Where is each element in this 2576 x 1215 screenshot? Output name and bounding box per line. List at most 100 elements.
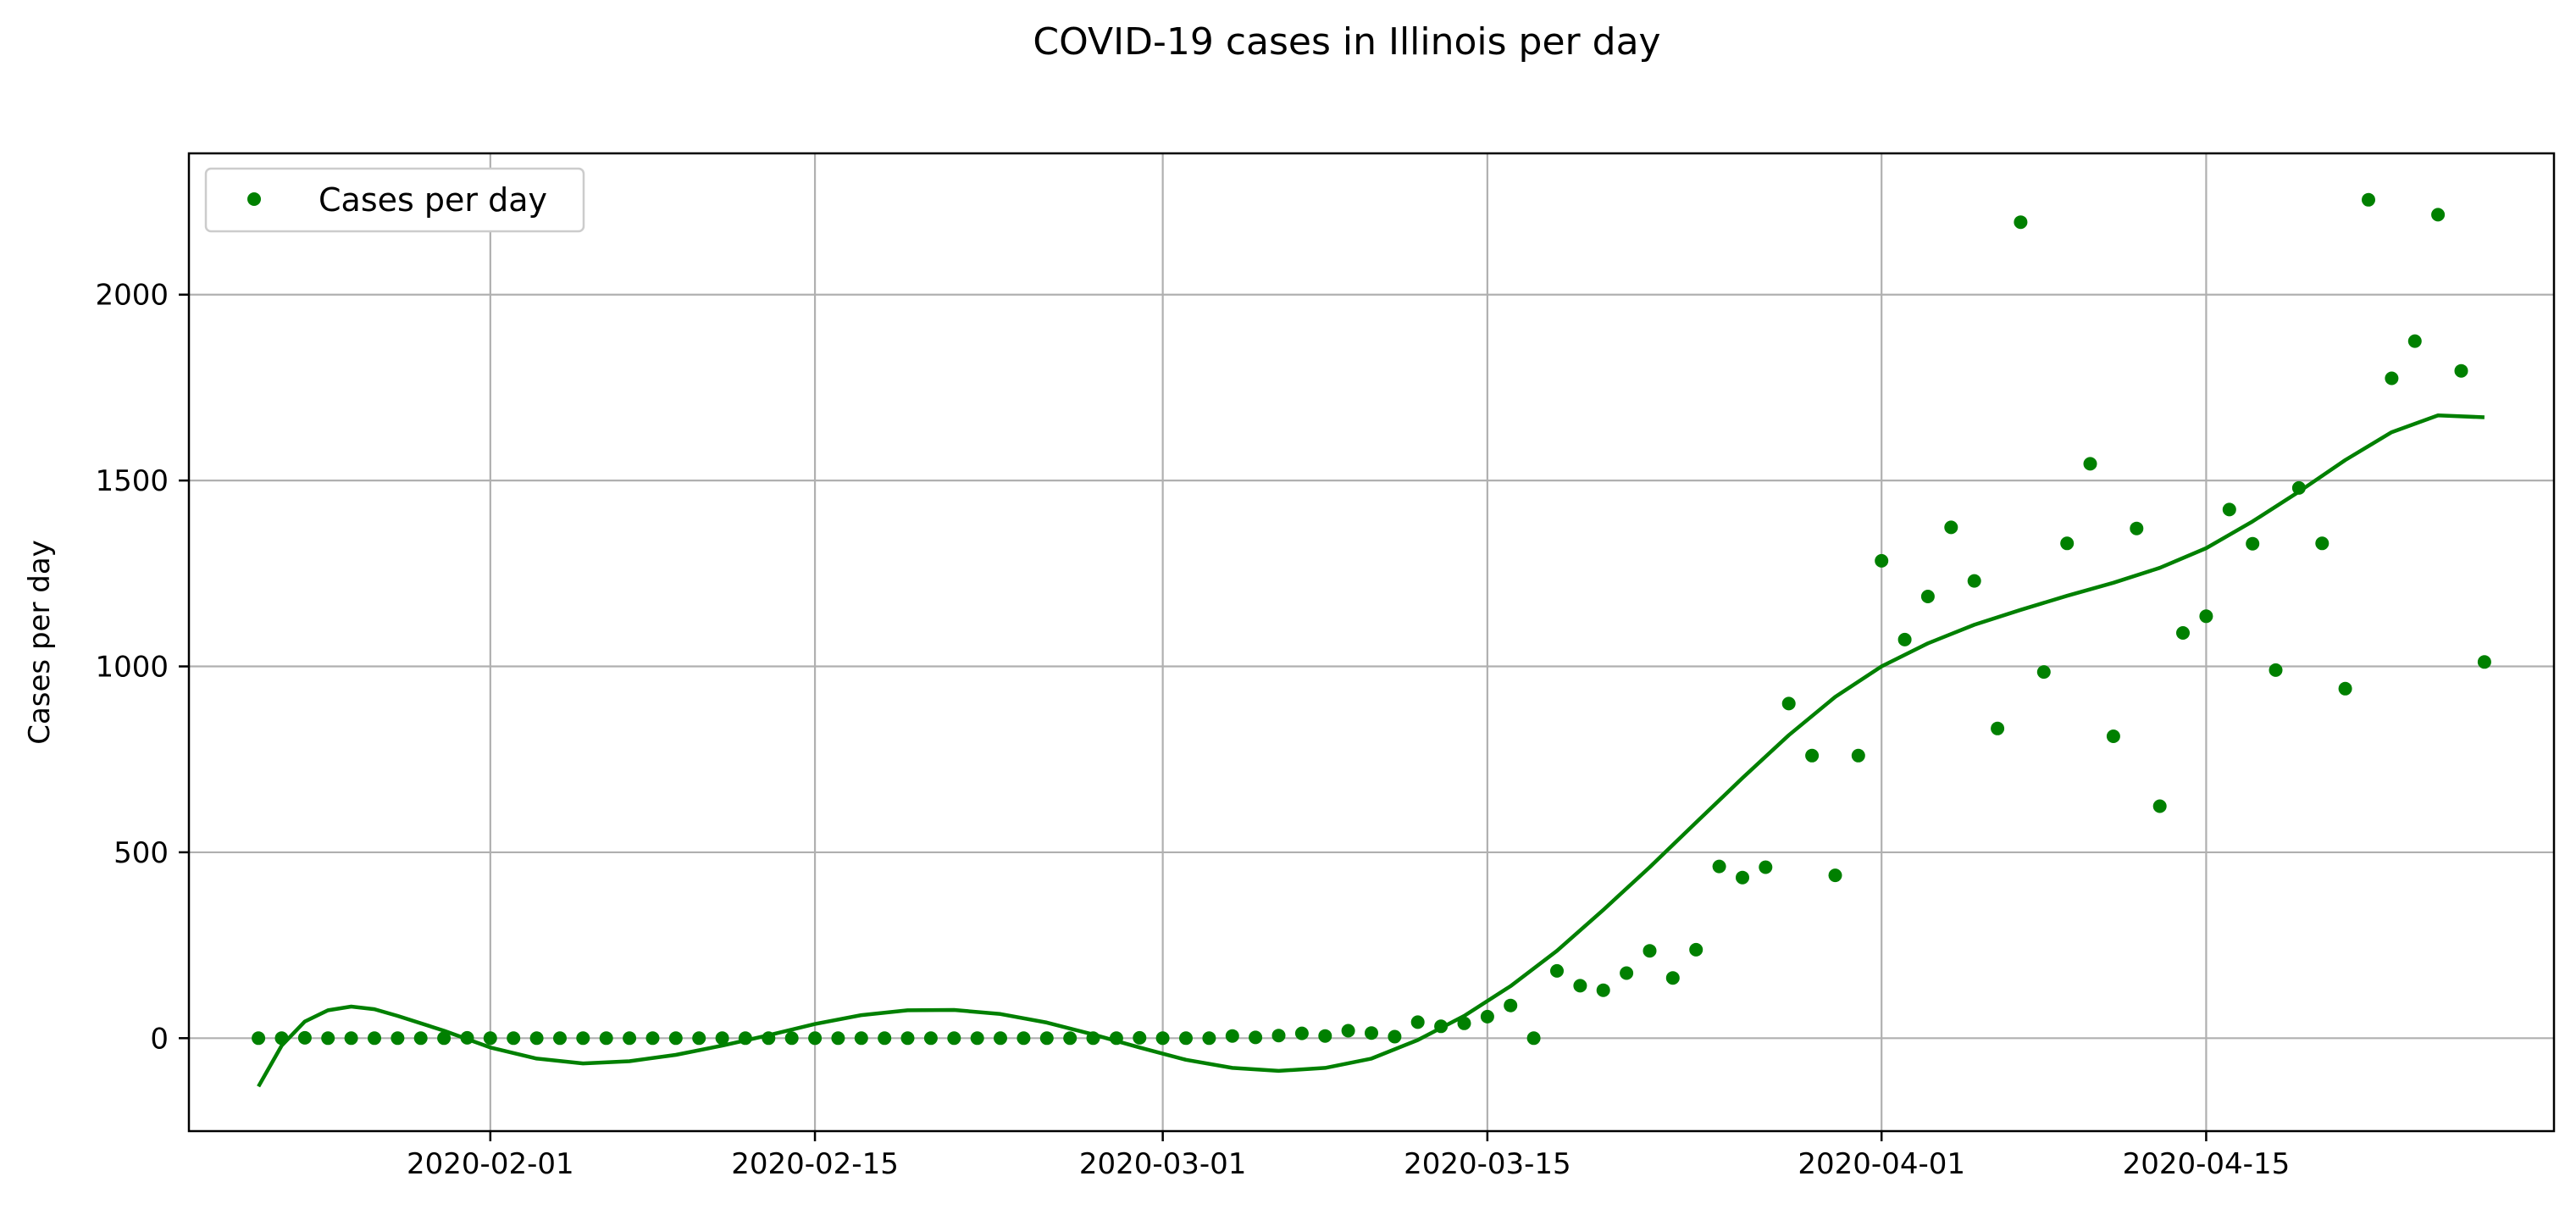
data-point — [483, 1031, 497, 1046]
data-point — [391, 1031, 405, 1046]
chart-title: COVID-19 cases in Illinois per day — [1033, 20, 1660, 64]
data-point — [297, 1030, 312, 1045]
x-tick-label: 2020-02-15 — [731, 1147, 899, 1181]
data-point — [1388, 1029, 1402, 1044]
data-point — [923, 1031, 938, 1046]
data-points-layer — [252, 192, 2491, 1046]
data-point — [1550, 963, 1564, 978]
y-tick-label: 1000 — [95, 651, 169, 685]
data-point — [715, 1031, 729, 1046]
data-point — [1225, 1029, 1239, 1043]
data-point — [645, 1031, 660, 1046]
data-point — [1480, 1009, 1494, 1024]
data-point — [2431, 208, 2446, 222]
data-point — [1991, 721, 2005, 735]
data-point — [2269, 663, 2283, 677]
data-point — [437, 1031, 451, 1046]
data-point — [2454, 363, 2468, 378]
data-point — [2385, 371, 2399, 386]
data-point — [599, 1031, 613, 1046]
data-point — [1712, 859, 1726, 874]
data-point — [1665, 971, 1680, 985]
data-point — [668, 1031, 683, 1046]
data-point — [1249, 1030, 1263, 1045]
data-point — [2060, 536, 2075, 551]
data-point — [762, 1031, 776, 1046]
data-point — [692, 1031, 706, 1046]
data-point — [808, 1031, 823, 1046]
data-point — [1063, 1031, 1077, 1046]
x-tick-label: 2020-04-01 — [1798, 1147, 1965, 1181]
data-point — [970, 1031, 984, 1046]
data-point — [1179, 1031, 1193, 1046]
data-point — [1434, 1019, 1449, 1034]
data-point — [2036, 665, 2051, 680]
data-point — [1017, 1031, 1031, 1046]
data-point — [1573, 979, 1587, 993]
plot-frame — [187, 152, 2556, 1133]
data-point — [1920, 590, 1935, 603]
data-point — [1781, 696, 1796, 711]
data-point — [1294, 1026, 1309, 1040]
x-tick-label: 2020-04-15 — [2123, 1147, 2291, 1181]
data-point — [1875, 553, 1889, 568]
y-tick-label: 1500 — [95, 464, 169, 498]
data-point — [1944, 520, 1958, 535]
data-point — [738, 1031, 752, 1046]
legend: Cases per day — [204, 167, 585, 233]
data-point — [1689, 942, 1703, 957]
data-point — [1341, 1024, 1355, 1038]
data-point — [1202, 1031, 1216, 1046]
data-point — [900, 1031, 915, 1046]
y-axis-label: Cases per day — [23, 540, 57, 745]
y-tick-label: 0 — [150, 1022, 169, 1056]
trend-line-layer — [257, 413, 2485, 1088]
data-point — [2291, 480, 2306, 495]
data-point — [1526, 1031, 1541, 1046]
y-tick-label: 500 — [114, 836, 169, 870]
data-point — [1828, 868, 1842, 883]
data-point — [2246, 536, 2260, 551]
data-point — [1805, 748, 1820, 763]
data-point — [1504, 998, 1518, 1012]
y-tick-label: 2000 — [95, 279, 169, 313]
data-point — [2407, 334, 2422, 348]
data-point — [831, 1031, 845, 1046]
data-point — [507, 1031, 521, 1046]
data-point — [2315, 536, 2329, 551]
data-point — [460, 1030, 474, 1045]
data-point — [947, 1031, 961, 1046]
data-point — [1271, 1029, 1286, 1043]
data-point — [576, 1031, 590, 1046]
data-point — [854, 1031, 868, 1046]
data-point — [2199, 609, 2213, 624]
data-point — [2362, 192, 2375, 207]
data-point — [2176, 626, 2190, 640]
data-point — [252, 1031, 266, 1046]
data-point — [1410, 1015, 1425, 1029]
data-point — [321, 1031, 335, 1046]
data-point — [1109, 1031, 1123, 1046]
data-point — [2130, 521, 2144, 535]
data-point — [344, 1031, 358, 1046]
legend-marker — [247, 192, 261, 206]
data-point — [1620, 966, 1634, 980]
data-point — [1759, 860, 1773, 874]
x-tick-label: 2020-02-01 — [407, 1147, 574, 1181]
x-tick-label: 2020-03-01 — [1079, 1147, 1247, 1181]
grid-layer — [189, 153, 2554, 1131]
data-point — [994, 1031, 1007, 1046]
data-point — [623, 1031, 637, 1046]
axis-ticks-layer: 2020-02-01 2020-02-15 2020-03-01 2020-03-15… — [95, 279, 2290, 1181]
data-point — [1596, 983, 1610, 997]
data-point — [2106, 730, 2120, 743]
data-point — [274, 1031, 289, 1046]
data-point — [413, 1031, 428, 1046]
trend-line — [257, 413, 2485, 1088]
data-point — [1039, 1031, 1054, 1046]
data-point — [2477, 655, 2491, 669]
data-point — [529, 1031, 544, 1046]
data-point — [368, 1031, 381, 1046]
x-tick-label: 2020-03-15 — [1404, 1147, 1571, 1181]
